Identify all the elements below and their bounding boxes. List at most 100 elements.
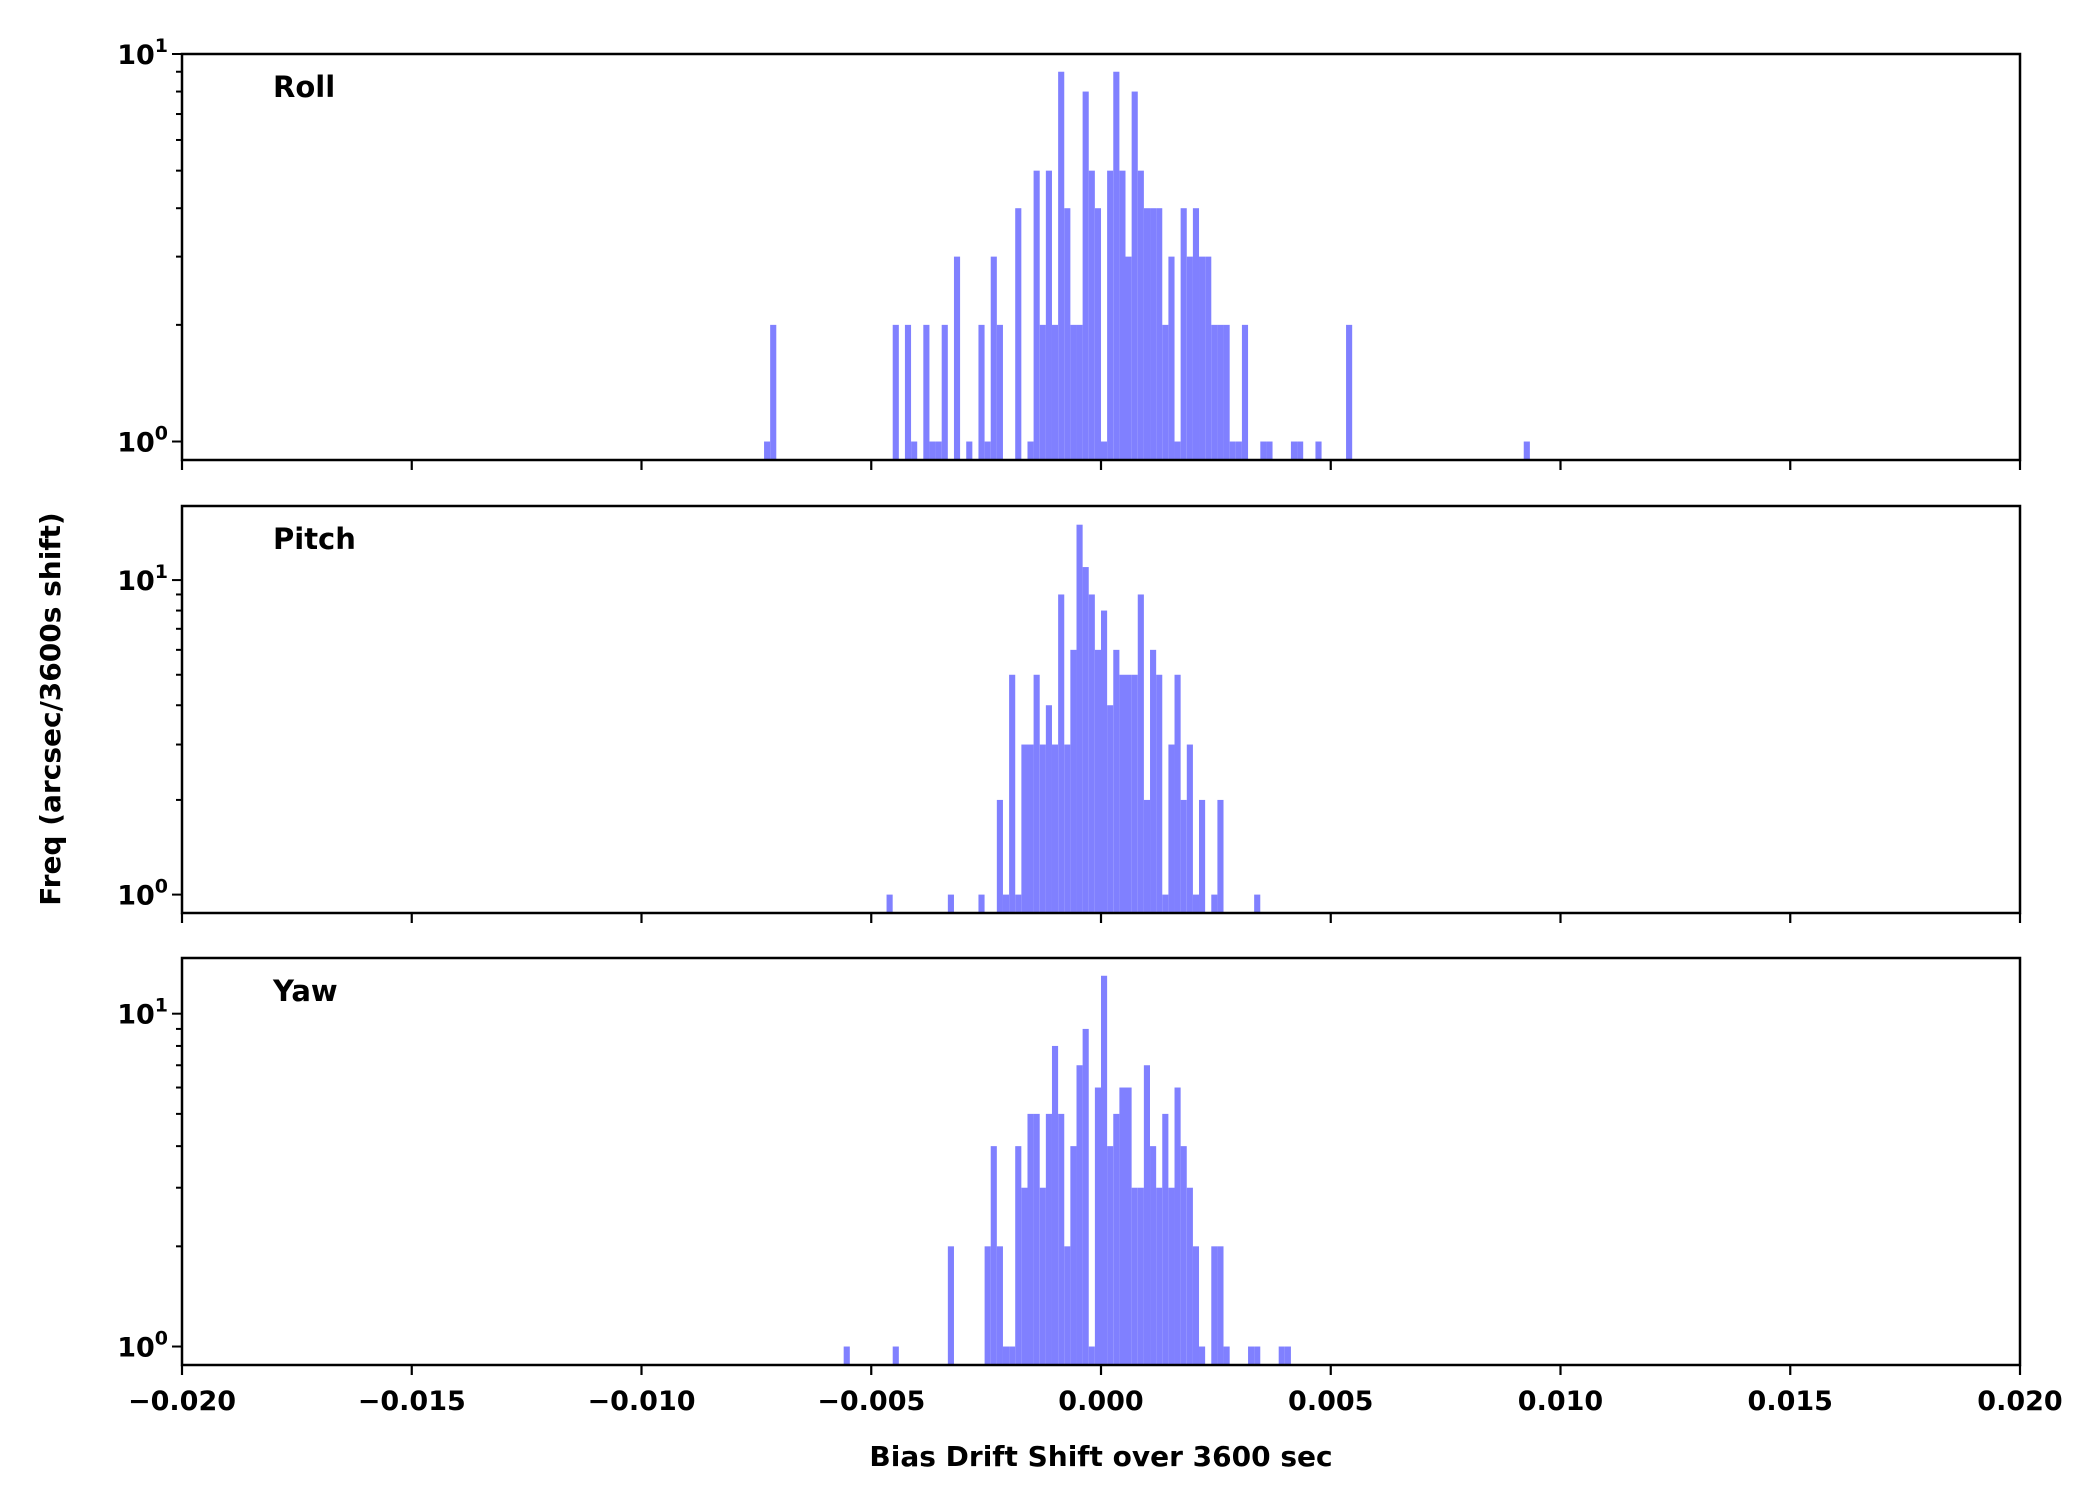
histogram-bar — [1168, 1187, 1175, 1365]
histogram-bar — [1174, 1087, 1181, 1365]
histogram-bar — [1254, 894, 1261, 913]
panel-yaw: −0.020 −0.015 −0.010 −0.005 0.000 0.005 0.010 0… — [117, 956, 2063, 1417]
histogram-bar — [1211, 324, 1218, 460]
y-tick-base: 10 — [117, 566, 155, 597]
histogram-bar — [1119, 170, 1126, 461]
panel-label: Yaw — [272, 974, 338, 1008]
y-tick-exponent: 0 — [155, 876, 168, 898]
histogram-bar — [1070, 1146, 1077, 1365]
histogram-bar — [770, 324, 777, 460]
histogram-bar — [1064, 208, 1071, 460]
histogram-bar — [935, 441, 942, 460]
histogram-bar — [1523, 441, 1530, 460]
histogram-bar — [947, 1246, 954, 1365]
histogram-bar — [1229, 441, 1236, 460]
histogram-bar — [1199, 799, 1206, 913]
histogram-bar — [1223, 1346, 1230, 1365]
x-tick-label: −0.005 — [817, 1386, 925, 1417]
y-tick-label: 101 — [117, 995, 168, 1031]
histogram-bar — [1260, 441, 1267, 460]
histogram-bar — [953, 256, 961, 460]
histogram-bar — [1137, 594, 1144, 913]
histogram-bar — [1094, 1087, 1102, 1365]
histogram-bar — [1064, 1246, 1071, 1365]
histogram-bar — [1137, 170, 1144, 461]
y-tick-label: 100 — [117, 423, 168, 459]
y-tick-base: 10 — [117, 428, 155, 459]
histogram-bar — [1119, 674, 1126, 913]
histogram-bar — [1297, 441, 1304, 460]
histogram-bar — [1088, 170, 1095, 461]
histogram-bar — [941, 324, 948, 460]
histogram-bar — [1051, 1045, 1059, 1365]
histogram-bar — [843, 1346, 850, 1365]
histogram-bar — [996, 324, 1003, 460]
histogram-bar — [1150, 1146, 1157, 1365]
histogram-bar — [1033, 674, 1040, 913]
x-axis-label: Bias Drift Shift over 3600 sec — [869, 1440, 1332, 1473]
histogram-bar — [996, 799, 1003, 913]
histogram-bar — [1150, 208, 1157, 460]
y-tick-exponent: 0 — [155, 423, 168, 445]
histogram-bar — [1039, 1187, 1046, 1365]
histogram-bar — [1039, 324, 1046, 460]
histogram-bar — [1088, 1346, 1095, 1365]
histogram-bar — [1101, 610, 1108, 913]
y-tick-label: 101 — [117, 35, 168, 71]
histogram-bar — [1217, 799, 1224, 913]
histogram-bar — [911, 441, 918, 460]
y-tick-base: 10 — [117, 1000, 155, 1031]
histogram-bar — [1107, 1146, 1114, 1365]
histogram-bar — [1174, 441, 1181, 460]
histogram-bar — [1205, 256, 1212, 460]
histogram-bar — [1064, 744, 1071, 913]
x-tick-label: 0.015 — [1748, 1386, 1833, 1417]
y-tick-exponent: 1 — [155, 995, 168, 1017]
histogram-bar — [1180, 799, 1187, 913]
histogram-bar — [1162, 324, 1169, 460]
histogram-bar — [923, 324, 930, 460]
histogram-bar — [764, 441, 771, 460]
x-tick-label: 0.020 — [1977, 1386, 2062, 1417]
histogram-bar — [1015, 1146, 1022, 1365]
histogram-bar — [990, 1146, 997, 1365]
histogram-bar — [1082, 567, 1089, 913]
histogram-bar — [1027, 744, 1034, 913]
histogram-bar — [1266, 441, 1273, 460]
histogram-bar — [1058, 594, 1065, 913]
histogram-bar — [1156, 1187, 1163, 1365]
panel-label: Roll — [273, 70, 335, 104]
histogram-bar — [1235, 441, 1242, 460]
histogram-bar — [1137, 1187, 1144, 1365]
histogram-bar — [1315, 441, 1322, 460]
histogram-bar — [1088, 594, 1095, 913]
histogram-bar — [1094, 208, 1102, 460]
y-axis-label: Freq (arcsec/3600s shift) — [34, 512, 67, 905]
histogram-bar — [1217, 324, 1224, 460]
y-tick-label: 100 — [117, 1328, 168, 1364]
y-tick-base: 10 — [117, 40, 155, 71]
x-tick-label: −0.020 — [128, 1386, 236, 1417]
histogram-bar — [1290, 441, 1298, 460]
x-tick-label: −0.010 — [587, 1386, 695, 1417]
histogram-bar — [1192, 1246, 1200, 1365]
histogram-bar — [1076, 324, 1083, 460]
histogram-bar — [1113, 1113, 1120, 1365]
histogram-bar — [929, 441, 936, 460]
histogram-bar — [978, 324, 985, 460]
histogram-bar — [1143, 1065, 1150, 1365]
histogram-bar — [1192, 208, 1200, 460]
histogram-bar — [1186, 256, 1193, 460]
histogram-bar — [1199, 256, 1206, 460]
y-tick-label: 101 — [117, 561, 168, 597]
histogram-bar — [1162, 1113, 1169, 1365]
histogram-bar — [1070, 649, 1077, 913]
histogram-bar — [1131, 674, 1138, 913]
histogram-bar — [1101, 441, 1108, 460]
histogram-bar — [1199, 1346, 1206, 1365]
x-tick-label: 0.000 — [1058, 1386, 1143, 1417]
histogram-bar — [1162, 894, 1169, 913]
histogram-bar — [1039, 744, 1046, 913]
